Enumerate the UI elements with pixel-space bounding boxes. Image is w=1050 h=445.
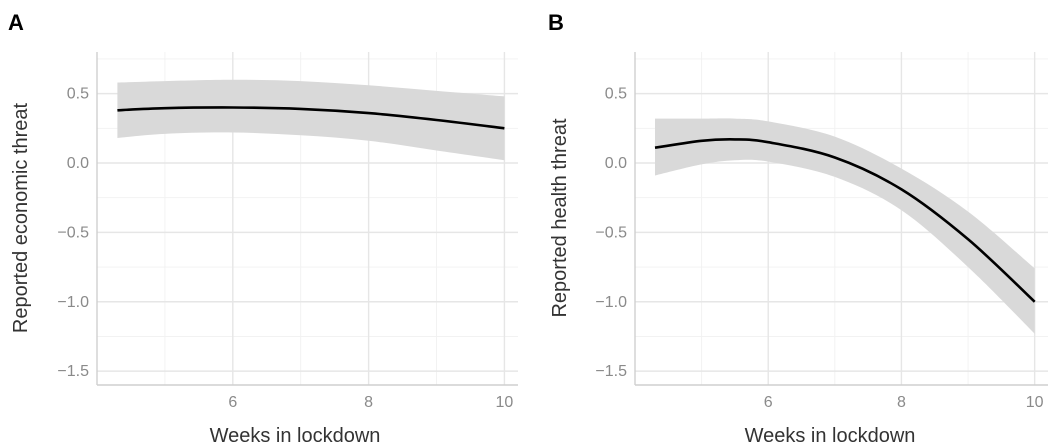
confidence-band (117, 79, 505, 161)
gridlines (635, 52, 1048, 385)
fit-line-layer (117, 106, 505, 130)
x-tick-label: 6 (228, 394, 237, 411)
x-tick-label: 6 (764, 394, 773, 411)
x-tick-label: 10 (496, 394, 514, 411)
y-tick-label: −1.5 (57, 363, 89, 380)
y-tick-label: 0.5 (605, 86, 627, 103)
y-tick-label: 0.0 (67, 155, 89, 172)
y-axis-title: Reported economic threat (10, 103, 32, 334)
panel-label: A (8, 10, 24, 35)
y-axis-title: Reported health threat (549, 118, 571, 317)
y-tick-label: 0.5 (67, 86, 89, 103)
tick-labels: 6 8 10 −1.5 −1.0 −0.5 0.0 0.5 (57, 86, 513, 411)
y-tick-label: −1.0 (595, 294, 627, 311)
y-tick-label: −0.5 (57, 224, 89, 241)
y-tick-label: 0.0 (605, 155, 627, 172)
y-tick-label: −1.5 (595, 363, 627, 380)
fitted-line (654, 138, 1036, 303)
y-tick-label: −0.5 (595, 224, 627, 241)
panel-label: B (548, 10, 564, 35)
axes (634, 52, 1048, 386)
panel-b: B 6 8 10 −1.5 −1.0 −0.5 0.0 0.5 Weeks in lockdo… (548, 10, 1048, 445)
x-tick-label: 10 (1026, 394, 1044, 411)
axes (96, 52, 518, 386)
x-axis-title: Weeks in lockdown (745, 425, 916, 445)
x-tick-label: 8 (364, 394, 373, 411)
panel-a: A 6 8 10 −1.5 −1.0 −0.5 0.0 0.5 Weeks in lockdo… (8, 10, 518, 445)
tick-labels: 6 8 10 −1.5 −1.0 −0.5 0.0 0.5 (595, 86, 1043, 411)
confidence-band-layer (117, 79, 505, 161)
x-axis-title: Weeks in lockdown (210, 425, 381, 445)
fitted-line (117, 106, 505, 130)
fit-line-layer (654, 138, 1036, 303)
gridlines (97, 52, 518, 385)
y-tick-label: −1.0 (57, 294, 89, 311)
x-tick-label: 8 (897, 394, 906, 411)
